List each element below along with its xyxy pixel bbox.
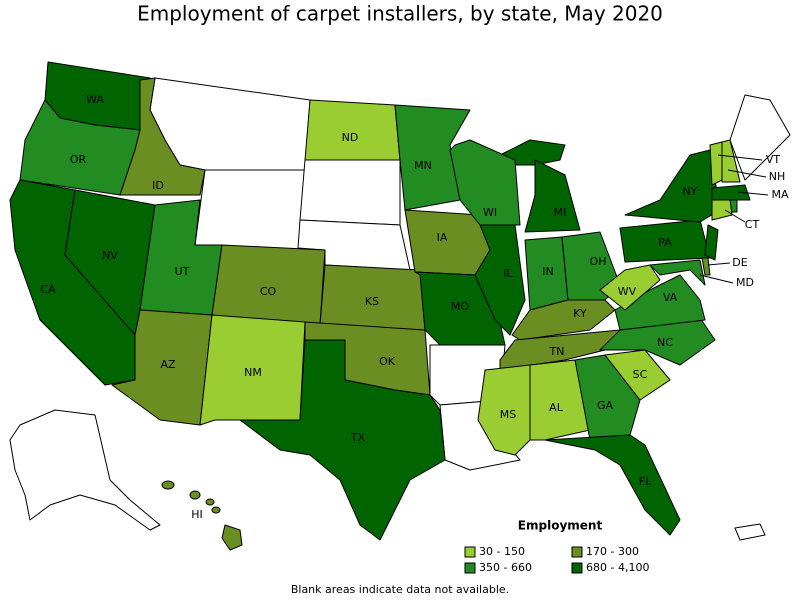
state-label: KY bbox=[573, 307, 587, 320]
blank-region bbox=[299, 159, 401, 226]
legend-label: 30 - 150 bbox=[479, 545, 525, 558]
map-title: Employment of carpet installers, by stat… bbox=[137, 2, 663, 26]
state-label: HI bbox=[191, 508, 203, 521]
legend-label: 170 - 300 bbox=[586, 545, 639, 558]
state-region bbox=[529, 359, 591, 441]
state-label: VA bbox=[663, 291, 678, 304]
leader-line bbox=[737, 191, 769, 196]
labels: WA OR CA NV ID UT AZ CO NM ND KS OK TX MN IA MO WI IL MI IN… bbox=[40, 93, 789, 521]
state-label: NY bbox=[683, 185, 698, 198]
state-region bbox=[599, 264, 661, 311]
blank-region bbox=[194, 169, 306, 251]
state-label: TN bbox=[549, 345, 565, 358]
legend-label: 350 - 660 bbox=[479, 561, 532, 574]
blank-region bbox=[9, 409, 161, 531]
state-region bbox=[239, 339, 446, 541]
leader-line bbox=[724, 209, 746, 223]
state-region bbox=[574, 354, 641, 441]
state-label: NH bbox=[769, 170, 786, 183]
state-label: WA bbox=[86, 93, 104, 106]
state-label: AZ bbox=[160, 358, 176, 371]
state-label: MO bbox=[451, 300, 469, 313]
state-region bbox=[649, 259, 706, 286]
state-label: NM bbox=[244, 366, 262, 379]
state-label: IL bbox=[503, 267, 513, 280]
legend-title: Employment bbox=[518, 519, 603, 533]
state-label: GA bbox=[597, 399, 614, 412]
state-region bbox=[701, 257, 711, 276]
state-label: ID bbox=[152, 179, 164, 192]
state-label: FL bbox=[639, 475, 652, 488]
island bbox=[161, 480, 175, 490]
state-label: CT bbox=[745, 218, 760, 231]
state-label: DE bbox=[732, 256, 747, 269]
leader-line bbox=[727, 169, 767, 178]
state-label: ND bbox=[342, 131, 359, 144]
state-region bbox=[544, 434, 681, 536]
state-label: UT bbox=[175, 265, 190, 278]
state-region bbox=[604, 349, 671, 401]
state-label: IN bbox=[542, 265, 553, 278]
legend-swatch bbox=[464, 546, 476, 558]
legend-label: 680 - 4,100 bbox=[586, 561, 649, 574]
blank-region bbox=[734, 523, 766, 541]
state-label: MN bbox=[414, 159, 432, 172]
state-label: AL bbox=[549, 401, 564, 414]
state-label: NV bbox=[102, 249, 118, 262]
state-region bbox=[709, 141, 723, 186]
state-label: IA bbox=[437, 231, 448, 244]
state-label: KS bbox=[365, 295, 379, 308]
state-region bbox=[711, 197, 733, 221]
state-region bbox=[221, 524, 243, 551]
state-label: MI bbox=[554, 206, 567, 219]
state-region bbox=[704, 224, 719, 261]
state-label: PA bbox=[658, 236, 672, 249]
state-label: CO bbox=[260, 285, 277, 298]
state-label: NC bbox=[657, 336, 673, 349]
state-label: VT bbox=[766, 153, 781, 166]
state-region bbox=[119, 77, 206, 196]
map bbox=[9, 61, 791, 551]
state-label: MD bbox=[736, 276, 754, 289]
leader-line bbox=[707, 262, 731, 266]
note: Blank areas indicate data not available. bbox=[291, 583, 509, 596]
state-label: SC bbox=[633, 368, 648, 381]
state-label: WV bbox=[618, 285, 637, 298]
leader-line bbox=[699, 274, 734, 284]
island bbox=[211, 506, 221, 514]
state-label: MA bbox=[771, 188, 788, 201]
state-region bbox=[614, 274, 706, 331]
legend-swatch bbox=[571, 562, 583, 574]
state-label: OK bbox=[379, 355, 396, 368]
state-region bbox=[624, 149, 721, 223]
island bbox=[189, 490, 201, 500]
island bbox=[205, 498, 215, 506]
state-region bbox=[304, 99, 401, 161]
state-label: OH bbox=[590, 255, 607, 268]
legend-swatch bbox=[571, 546, 583, 558]
state-label: CA bbox=[40, 283, 56, 296]
legend-swatch bbox=[464, 562, 476, 574]
state-label: OR bbox=[70, 153, 87, 166]
state-label: TX bbox=[350, 431, 366, 444]
leader-line bbox=[717, 154, 763, 161]
blank-region bbox=[729, 94, 791, 181]
state-region bbox=[524, 159, 581, 233]
state-region bbox=[711, 184, 751, 201]
state-region bbox=[474, 224, 526, 336]
state-label: MS bbox=[500, 408, 516, 421]
state-label: WI bbox=[483, 206, 497, 219]
